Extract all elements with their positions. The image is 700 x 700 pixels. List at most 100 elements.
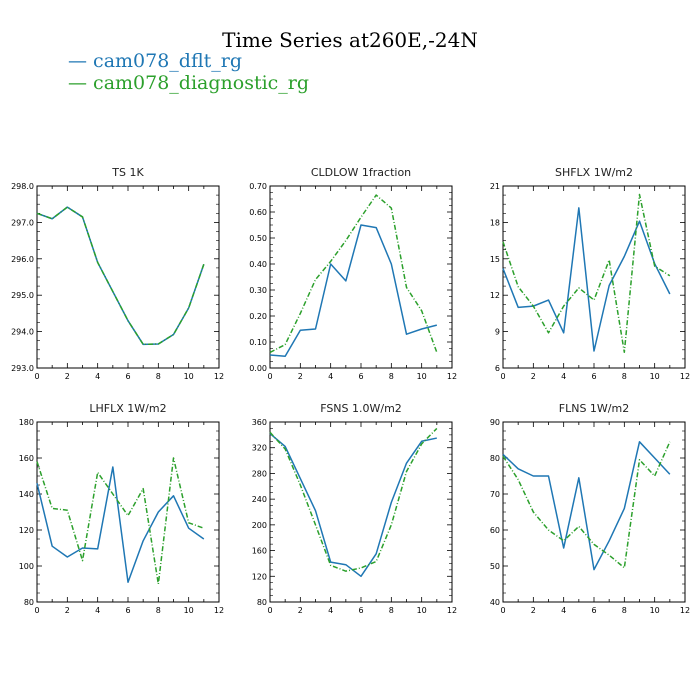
x-tick-label: 2 bbox=[65, 372, 70, 381]
y-tick-label: 100 bbox=[19, 562, 34, 571]
x-tick-label: 12 bbox=[214, 606, 224, 615]
y-tick-label: 0.50 bbox=[249, 234, 267, 243]
x-tick-label: 10 bbox=[417, 606, 427, 615]
x-tick-label: 10 bbox=[417, 372, 427, 381]
y-tick-label: 0.10 bbox=[249, 338, 267, 347]
x-tick-label: 4 bbox=[328, 372, 333, 381]
x-tick-label: 4 bbox=[561, 372, 566, 381]
legend-item-dflt: — cam078_dflt_rg bbox=[68, 50, 242, 72]
x-tick-label: 12 bbox=[680, 372, 690, 381]
y-tick-label: 120 bbox=[19, 526, 34, 535]
y-tick-label: 70 bbox=[490, 490, 500, 499]
panel-1: TS 1K 0 2 4 6 8 10 12 293.0 294.0 295.0 296.0 297.0 2… bbox=[11, 166, 224, 381]
x-tick-label: 8 bbox=[389, 606, 394, 615]
y-tick-label: 360 bbox=[252, 418, 267, 427]
y-tick-label: 0.70 bbox=[249, 182, 267, 191]
legend-line-symbol: — bbox=[68, 50, 87, 72]
y-tick-label: 200 bbox=[252, 521, 267, 530]
panel-title: LHFLX 1W/m2 bbox=[89, 402, 166, 415]
legend-item-diagnostic: — cam078_diagnostic_rg bbox=[68, 72, 309, 94]
panel-5: FSNS 1.0W/m2 0 2 4 6 8 10 12 80 120 160 200 240 280 32… bbox=[252, 402, 457, 615]
series-line-diagnostic bbox=[269, 427, 438, 572]
panel-title: FLNS 1W/m2 bbox=[559, 402, 629, 415]
panel-3: SHFLX 1W/m2 0 2 4 6 8 10 12 6 9 12 15 18 21 bbox=[490, 166, 690, 381]
y-tick-label: 12 bbox=[490, 291, 500, 300]
x-tick-label: 12 bbox=[680, 606, 690, 615]
x-tick-label: 6 bbox=[591, 372, 596, 381]
plot-frame bbox=[502, 185, 686, 369]
x-tick-label: 12 bbox=[447, 372, 457, 381]
y-tick-label: 0.20 bbox=[249, 312, 267, 321]
y-tick-label: 90 bbox=[490, 418, 500, 427]
y-tick-label: 18 bbox=[490, 218, 500, 227]
y-tick-label: 15 bbox=[490, 255, 500, 264]
y-tick-label: 80 bbox=[257, 598, 267, 607]
series-line-diagnostic bbox=[36, 206, 205, 346]
x-tick-label: 10 bbox=[184, 372, 194, 381]
y-tick-label: 0.60 bbox=[249, 208, 267, 217]
x-tick-label: 8 bbox=[156, 606, 161, 615]
y-tick-label: 296.0 bbox=[11, 255, 34, 264]
x-tick-label: 0 bbox=[500, 606, 505, 615]
x-tick-label: 0 bbox=[267, 372, 272, 381]
y-tick-label: 9 bbox=[495, 328, 500, 337]
x-tick-label: 8 bbox=[622, 606, 627, 615]
x-tick-label: 6 bbox=[358, 606, 363, 615]
x-tick-label: 4 bbox=[328, 606, 333, 615]
x-tick-label: 2 bbox=[298, 606, 303, 615]
panel-title: CLDLOW 1fraction bbox=[311, 166, 411, 179]
x-tick-label: 2 bbox=[531, 606, 536, 615]
panel-title: TS 1K bbox=[111, 166, 144, 179]
y-tick-label: 293.0 bbox=[11, 364, 34, 373]
y-tick-label: 50 bbox=[490, 562, 500, 571]
x-tick-label: 2 bbox=[531, 372, 536, 381]
series-line-dflt bbox=[269, 224, 438, 358]
y-tick-label: 6 bbox=[495, 364, 500, 373]
panel-2: CLDLOW 1fraction 0 2 4 6 8 10 12 0.00 0.10 0.20 0.3… bbox=[249, 166, 457, 381]
series-line-dflt bbox=[502, 441, 671, 571]
series-line-dflt bbox=[269, 432, 437, 578]
y-tick-label: 21 bbox=[490, 182, 500, 191]
x-tick-label: 2 bbox=[65, 606, 70, 615]
x-tick-label: 4 bbox=[561, 606, 566, 615]
x-tick-label: 0 bbox=[34, 372, 39, 381]
series-line-diagnostic bbox=[502, 441, 671, 569]
y-tick-label: 294.0 bbox=[11, 328, 34, 337]
y-tick-label: 320 bbox=[252, 444, 267, 453]
y-tick-label: 298.0 bbox=[11, 182, 34, 191]
panel-6: FLNS 1W/m2 0 2 4 6 8 10 12 40 50 60 70 80 90 bbox=[490, 402, 690, 615]
series-line-dflt bbox=[502, 207, 671, 352]
x-tick-label: 6 bbox=[591, 606, 596, 615]
x-tick-label: 10 bbox=[650, 372, 660, 381]
series-line-dflt bbox=[36, 466, 205, 583]
x-tick-label: 12 bbox=[214, 372, 224, 381]
y-tick-label: 240 bbox=[252, 495, 267, 504]
plot-frame bbox=[502, 421, 686, 603]
x-tick-label: 0 bbox=[500, 372, 505, 381]
y-tick-label: 297.0 bbox=[11, 218, 34, 227]
panel-4: LHFLX 1W/m2 0 2 4 6 8 10 12 80 100 120 140 160 180 bbox=[19, 402, 224, 615]
legend-label: cam078_diagnostic_rg bbox=[93, 72, 310, 94]
series-line-diagnostic bbox=[36, 457, 205, 585]
plot-frame bbox=[269, 185, 453, 369]
series-line-diagnostic bbox=[269, 194, 438, 354]
y-tick-label: 40 bbox=[490, 598, 500, 607]
x-tick-label: 12 bbox=[447, 606, 457, 615]
x-tick-label: 10 bbox=[650, 606, 660, 615]
x-tick-label: 0 bbox=[267, 606, 272, 615]
series-line-diagnostic bbox=[502, 193, 671, 353]
legend-line-symbol: — bbox=[68, 72, 87, 94]
plot-frame bbox=[36, 421, 220, 603]
y-tick-label: 0.40 bbox=[249, 260, 267, 269]
y-tick-label: 120 bbox=[252, 572, 267, 581]
x-tick-label: 2 bbox=[298, 372, 303, 381]
y-tick-label: 295.0 bbox=[11, 291, 34, 300]
figure-title: Time Series at260E,-24N bbox=[222, 28, 478, 52]
y-tick-label: 0.00 bbox=[249, 364, 267, 373]
x-tick-label: 10 bbox=[184, 606, 194, 615]
x-tick-label: 8 bbox=[389, 372, 394, 381]
x-tick-label: 4 bbox=[95, 372, 100, 381]
y-tick-label: 0.30 bbox=[249, 286, 267, 295]
panel-title: SHFLX 1W/m2 bbox=[555, 166, 633, 179]
